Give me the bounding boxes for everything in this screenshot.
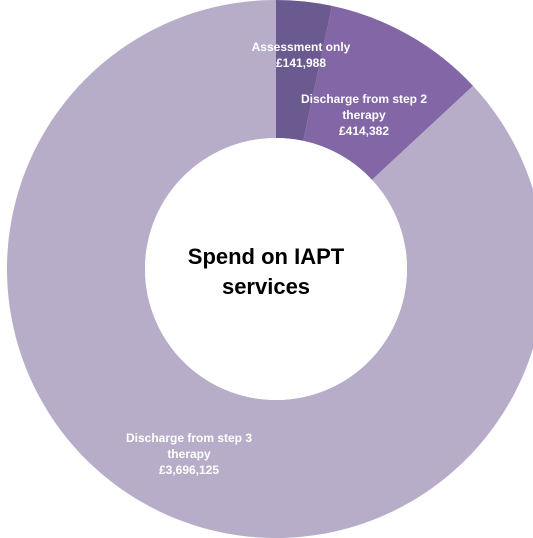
slice-label-2: Discharge from step 3 therapy £3,696,125	[126, 431, 252, 477]
slice-name-2-line-0: Discharge from step 3	[126, 431, 252, 445]
donut-hole	[145, 138, 407, 400]
slice-label-1: Discharge from step 2 therapy £414,382	[301, 92, 427, 138]
slice-1	[303, 5, 474, 180]
chart-title-line-2: services	[221, 274, 311, 299]
slices	[7, 0, 533, 538]
slice-labels: Assessment only £141,988 Discharge from st…	[126, 40, 427, 477]
slice-0	[276, 0, 333, 141]
slice-value-2: £3,696,125	[159, 463, 219, 477]
slice-2	[7, 0, 533, 538]
slice-name-1-line-0: Discharge from step 2	[301, 92, 427, 106]
chart-title: Spend on IAPT services	[166, 242, 366, 302]
slice-name-2-line-1: therapy	[167, 447, 211, 461]
slice-name-1-line-1: therapy	[342, 108, 386, 122]
slice-value-1: £414,382	[339, 124, 389, 138]
chart-title-line-1: Spend on IAPT	[187, 244, 345, 269]
slice-name-0-line-0: Assessment only	[252, 40, 351, 54]
slice-label-0: Assessment only £141,988	[252, 40, 351, 70]
slice-value-0: £141,988	[276, 56, 326, 70]
